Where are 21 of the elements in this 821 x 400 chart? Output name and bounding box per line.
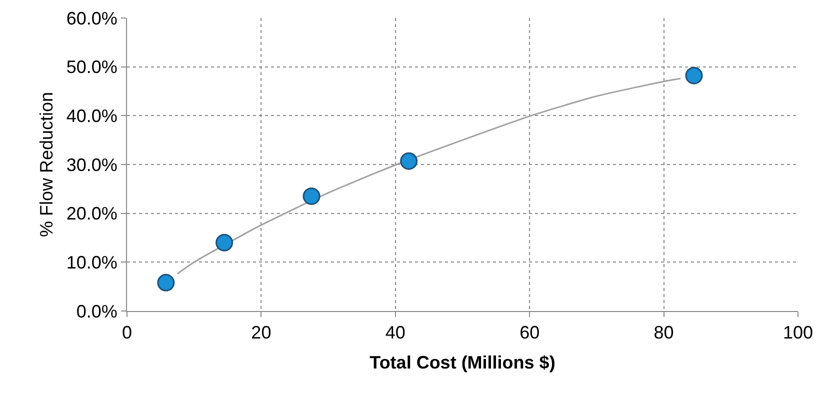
point — [400, 152, 418, 170]
y-tick-label: 40.0% — [66, 106, 118, 126]
y-axis-title: % Flow Reduction — [36, 92, 57, 238]
y-tick-label: 0.0% — [76, 301, 118, 322]
point — [685, 66, 703, 84]
point — [302, 187, 320, 205]
x-tick-label: 80 — [654, 322, 674, 343]
x-tick-label: 100 — [782, 322, 814, 343]
y-tick-label: 20.0% — [66, 204, 118, 224]
y-tick-label: 50.0% — [66, 57, 118, 78]
point — [216, 234, 234, 252]
point — [157, 274, 175, 292]
x-tick-label: 20 — [251, 322, 272, 343]
x-tick-label: 40 — [385, 322, 406, 343]
y-tick-label: 30.0% — [66, 154, 118, 175]
line-series — [176, 78, 682, 275]
x-tick-label: 60 — [520, 322, 540, 343]
x-axis-title: Total Cost (Millions $) — [370, 352, 556, 373]
x-tick-label: 0 — [122, 322, 132, 343]
y-tick-label: 10.0% — [66, 252, 118, 272]
y-tick-label: 60.0% — [66, 8, 118, 28]
